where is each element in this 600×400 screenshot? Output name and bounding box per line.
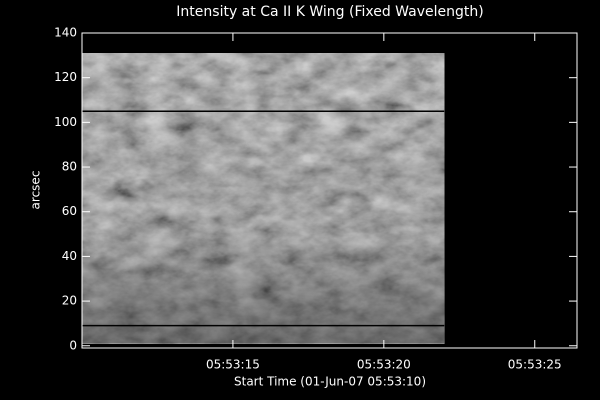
heatmap-shade xyxy=(82,53,445,344)
y-tick-label: 40 xyxy=(62,249,77,263)
x-tick-label: 05:53:25 xyxy=(508,358,562,372)
y-tick-label: 80 xyxy=(62,160,77,174)
y-tick-label: 60 xyxy=(62,204,77,218)
y-tick-label: 140 xyxy=(54,26,77,40)
y-tick-label: 20 xyxy=(62,294,77,308)
y-axis-label: arcsec xyxy=(29,171,43,210)
heatmap xyxy=(82,53,445,344)
x-axis-label: Start Time (01-Jun-07 05:53:10) xyxy=(234,375,426,389)
y-tick-label: 0 xyxy=(69,338,77,352)
chart-title: Intensity at Ca II K Wing (Fixed Wavelen… xyxy=(176,4,483,20)
y-tick-label: 100 xyxy=(54,115,77,129)
y-tick-label: 120 xyxy=(54,70,77,84)
plot-frame xyxy=(81,32,578,349)
x-tick-label: 05:53:20 xyxy=(357,358,411,372)
image-layer xyxy=(82,53,445,344)
x-tick-label: 05:53:15 xyxy=(206,358,260,372)
